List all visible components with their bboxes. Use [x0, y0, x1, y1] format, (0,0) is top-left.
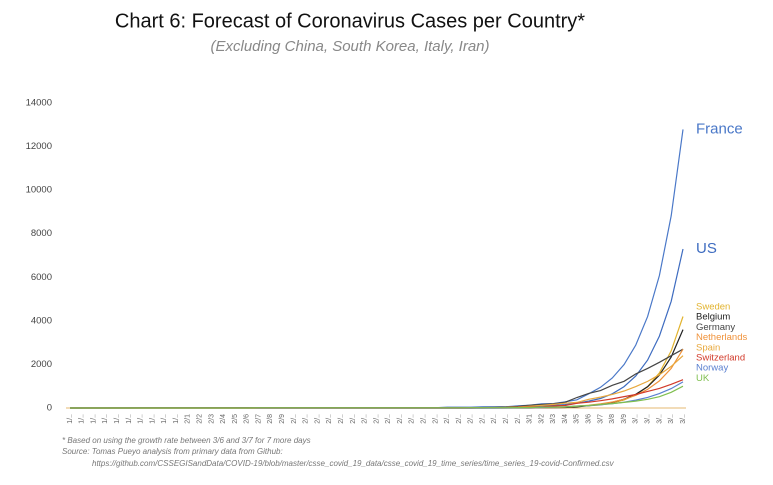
y-tick-label: 6000: [31, 272, 52, 283]
chart-subtitle: (Excluding China, South Korea, Italy, Ir…: [210, 38, 489, 55]
x-tick-label: 3/..: [633, 414, 640, 424]
x-tick-label: 2/..: [491, 414, 498, 424]
series-line: [70, 381, 684, 409]
x-tick-label: 2/..: [397, 414, 404, 424]
y-tick-label: 4000: [31, 315, 52, 326]
x-tick-label: 2/..: [303, 414, 310, 424]
x-tick-label: 1/..: [173, 414, 180, 424]
x-tick-label: 2/7: [255, 414, 262, 424]
x-tick-label: 3/4: [562, 414, 569, 424]
x-tick-label: 3/5: [574, 414, 581, 424]
x-tick-label: 2/3: [208, 414, 215, 424]
x-tick-label: 2/..: [515, 414, 522, 424]
x-tick-label: 2/..: [409, 414, 416, 424]
x-tick-label: 1/..: [138, 414, 145, 424]
x-tick-label: 2/..: [503, 414, 510, 424]
x-tick-label: 2/4: [220, 414, 227, 424]
x-tick-label: 2/6: [244, 414, 251, 424]
x-tick-label: 2/..: [479, 414, 486, 424]
x-tick-label: 1/..: [114, 414, 121, 424]
x-tick-label: 3/..: [644, 414, 651, 424]
x-tick-label: 3/6: [586, 414, 593, 424]
y-tick-label: 2000: [31, 359, 52, 370]
x-tick-label: 2/..: [373, 414, 380, 424]
x-tick-label: 3/7: [597, 414, 604, 424]
x-tick-label: 1/..: [126, 414, 133, 424]
x-tick-label: 2/5: [232, 414, 239, 424]
series-label: Belgium: [696, 312, 730, 323]
series-label: Norway: [696, 363, 728, 374]
x-tick-label: 1/..: [149, 414, 156, 424]
x-tick-label: 2/..: [420, 414, 427, 424]
x-tick-label: 2/..: [468, 414, 475, 424]
x-tick-label: 2/..: [350, 414, 357, 424]
x-tick-label: 2/2: [197, 414, 204, 424]
series-line: [70, 379, 684, 409]
x-tick-label: 3/..: [680, 414, 687, 424]
x-tick-label: 1/..: [161, 414, 168, 424]
series-label: Netherlands: [696, 332, 747, 343]
x-tick-label: 3/8: [609, 414, 616, 424]
series-line: [70, 129, 684, 409]
x-tick-label: 1/..: [102, 414, 109, 424]
x-tick-label: 2/9: [279, 414, 286, 424]
series-label: Spain: [696, 342, 720, 353]
footnote: * Based on using the growth rate between…: [62, 436, 311, 445]
x-tick-label: 3/..: [656, 414, 663, 424]
x-tick-label: 2/..: [444, 414, 451, 424]
series-label: UK: [696, 373, 710, 384]
x-tick-label: 3/1: [527, 414, 534, 424]
y-tick-label: 8000: [31, 228, 52, 239]
x-tick-label: 2/..: [314, 414, 321, 424]
series-label: Sweden: [696, 302, 730, 313]
x-tick-label: 3/2: [538, 414, 545, 424]
x-tick-label: 2/1: [185, 414, 192, 424]
x-tick-label: 2/..: [432, 414, 439, 424]
x-tick-label: 2/..: [362, 414, 369, 424]
x-tick-label: 3/..: [668, 414, 675, 424]
series-line: [70, 248, 684, 409]
series-label: Germany: [696, 322, 735, 333]
series-line: [70, 316, 684, 409]
x-tick-label: 1/..: [67, 414, 74, 424]
x-tick-label: 1/..: [90, 414, 97, 424]
x-tick-label: 2/..: [326, 414, 333, 424]
series-line: [70, 385, 684, 409]
x-tick-label: 2/..: [385, 414, 392, 424]
source: Source: Tomas Pueyo analysis from primar…: [62, 447, 283, 456]
x-tick-label: 2/..: [291, 414, 298, 424]
x-tick-label: 2/..: [456, 414, 463, 424]
source-url: https://github.com/CSSEGISandData/COVID-…: [92, 459, 615, 468]
x-tick-label: 2/..: [338, 414, 345, 424]
y-tick-label: 0: [47, 403, 52, 414]
chart-title: Chart 6: Forecast of Coronavirus Cases p…: [115, 10, 585, 32]
series-label: Switzerland: [696, 353, 745, 364]
series-label: US: [696, 240, 717, 257]
y-tick-label: 12000: [26, 141, 52, 152]
series-label: France: [696, 120, 743, 137]
x-tick-label: 3/9: [621, 414, 628, 424]
x-tick-label: 3/3: [550, 414, 557, 424]
x-tick-label: 2/8: [267, 414, 274, 424]
y-tick-label: 14000: [26, 98, 52, 109]
series-line: [70, 329, 684, 409]
x-tick-label: 1/..: [79, 414, 86, 424]
y-tick-label: 10000: [26, 185, 52, 196]
